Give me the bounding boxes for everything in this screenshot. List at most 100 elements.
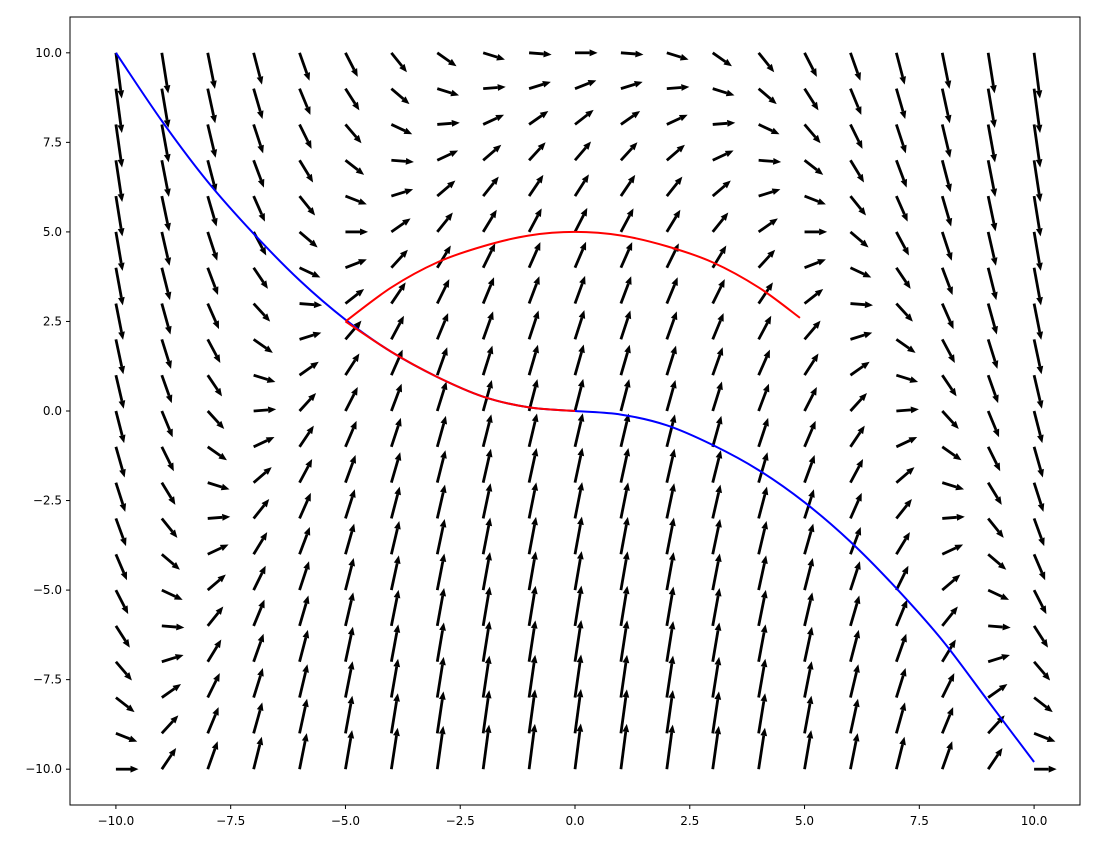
vector-arrow-head: [622, 689, 630, 698]
vector-arrow: [160, 374, 171, 397]
vector-arrow: [252, 124, 262, 147]
vector-arrow-head: [212, 286, 219, 296]
vector-arrow-head: [536, 174, 544, 184]
vector-arrow-head: [901, 565, 909, 575]
vector-arrow: [895, 88, 905, 112]
vector-arrow-head: [576, 654, 584, 663]
vector-arrow-head: [256, 702, 264, 711]
vector-arrow-head: [484, 655, 492, 665]
vector-arrow-head: [488, 243, 496, 253]
x-tick-label: −7.5: [216, 814, 245, 828]
vector-arrow-head: [668, 690, 676, 699]
vector-arrow-head: [485, 552, 492, 561]
vector-arrow-head: [130, 765, 139, 773]
vector-arrow: [573, 662, 582, 698]
vector-arrow-head: [218, 452, 227, 461]
vector-arrow: [1032, 482, 1043, 505]
vector-arrow-head: [624, 344, 631, 354]
vector-arrow-head: [532, 344, 539, 354]
vector-arrow-head: [266, 376, 276, 383]
vector-arrow-head: [760, 589, 768, 599]
vector-arrow: [1032, 195, 1041, 229]
vector-arrow: [895, 302, 909, 317]
vector-arrow-head: [258, 599, 265, 609]
vector-arrow-head: [954, 544, 964, 551]
vector-arrow: [895, 159, 906, 181]
vector-arrow: [986, 338, 997, 362]
vector-arrow-head: [261, 499, 270, 508]
vector-arrow: [757, 700, 766, 734]
vector-arrow: [619, 628, 628, 662]
vector-arrow: [114, 482, 125, 505]
vector-arrow: [711, 423, 721, 448]
vector-arrow-head: [668, 621, 676, 630]
vector-arrow: [114, 374, 124, 402]
vector-arrow: [435, 699, 444, 734]
vector-arrow: [986, 267, 996, 293]
vector-arrow: [390, 190, 406, 198]
vector-arrow: [758, 190, 774, 198]
vector-arrow: [711, 561, 720, 591]
vector-arrow-head: [715, 519, 722, 528]
vector-arrow-head: [944, 114, 952, 124]
vector-arrow: [711, 526, 720, 555]
vector-arrow: [344, 52, 356, 71]
vector-arrow-head: [439, 519, 447, 528]
vector-arrow-head: [439, 622, 446, 631]
vector-arrow-head: [174, 654, 184, 661]
vector-arrow-head: [394, 520, 401, 530]
vector-arrow-head: [447, 180, 456, 189]
vector-arrow-head: [760, 658, 768, 668]
vector-arrow: [758, 123, 773, 133]
vector-arrow: [114, 553, 126, 574]
vector-arrow-head: [349, 489, 356, 498]
vector-arrow: [160, 52, 169, 86]
vector-arrow-head: [577, 413, 585, 422]
vector-arrow-head: [901, 599, 908, 609]
vector-arrow-head: [167, 462, 174, 472]
vector-arrow: [206, 159, 216, 185]
vector-arrow: [573, 731, 582, 770]
vector-arrow-head: [307, 207, 316, 216]
vector-arrow-head: [817, 259, 826, 266]
vector-arrow-head: [625, 242, 633, 251]
vector-arrow: [1032, 267, 1041, 298]
vector-arrow-head: [724, 150, 734, 157]
vector-arrow-head: [530, 585, 538, 595]
vector-arrow: [114, 88, 123, 126]
vector-arrow-head: [676, 144, 685, 153]
vector-arrow: [619, 731, 628, 770]
vector-arrow: [665, 284, 676, 305]
vector-arrow-head: [166, 428, 173, 438]
vector-arrow-head: [492, 144, 502, 153]
vector-arrow-head: [770, 127, 780, 135]
vector-arrow: [481, 628, 490, 662]
vector-arrow: [344, 530, 354, 555]
vector-arrow: [114, 410, 124, 436]
vector-arrow: [803, 599, 812, 627]
vector-arrow-head: [859, 392, 867, 402]
vector-arrow: [481, 387, 492, 412]
vector-arrow-head: [165, 360, 172, 369]
vector-arrow-head: [670, 345, 677, 355]
vector-arrow: [665, 249, 677, 269]
vector-arrow-head: [904, 499, 912, 508]
vector-arrow: [803, 159, 818, 172]
vector-arrow: [986, 481, 999, 499]
vector-arrow: [206, 748, 217, 770]
vector-arrow-head: [118, 434, 126, 444]
vector-arrow-head: [622, 585, 630, 595]
vector-arrow: [940, 713, 952, 734]
vector-arrow-head: [393, 658, 401, 668]
vector-arrow-head: [997, 562, 1007, 570]
vector-arrow: [895, 572, 907, 591]
vector-arrow: [115, 732, 131, 741]
vector-arrow: [114, 339, 124, 367]
vector-arrow: [619, 352, 629, 376]
vector-arrow: [940, 88, 950, 116]
vector-arrow: [527, 420, 537, 448]
vector-arrow: [114, 195, 123, 229]
vector-arrow: [573, 180, 586, 197]
vector-arrow-head: [304, 492, 311, 502]
vector-arrow-head: [899, 736, 906, 746]
